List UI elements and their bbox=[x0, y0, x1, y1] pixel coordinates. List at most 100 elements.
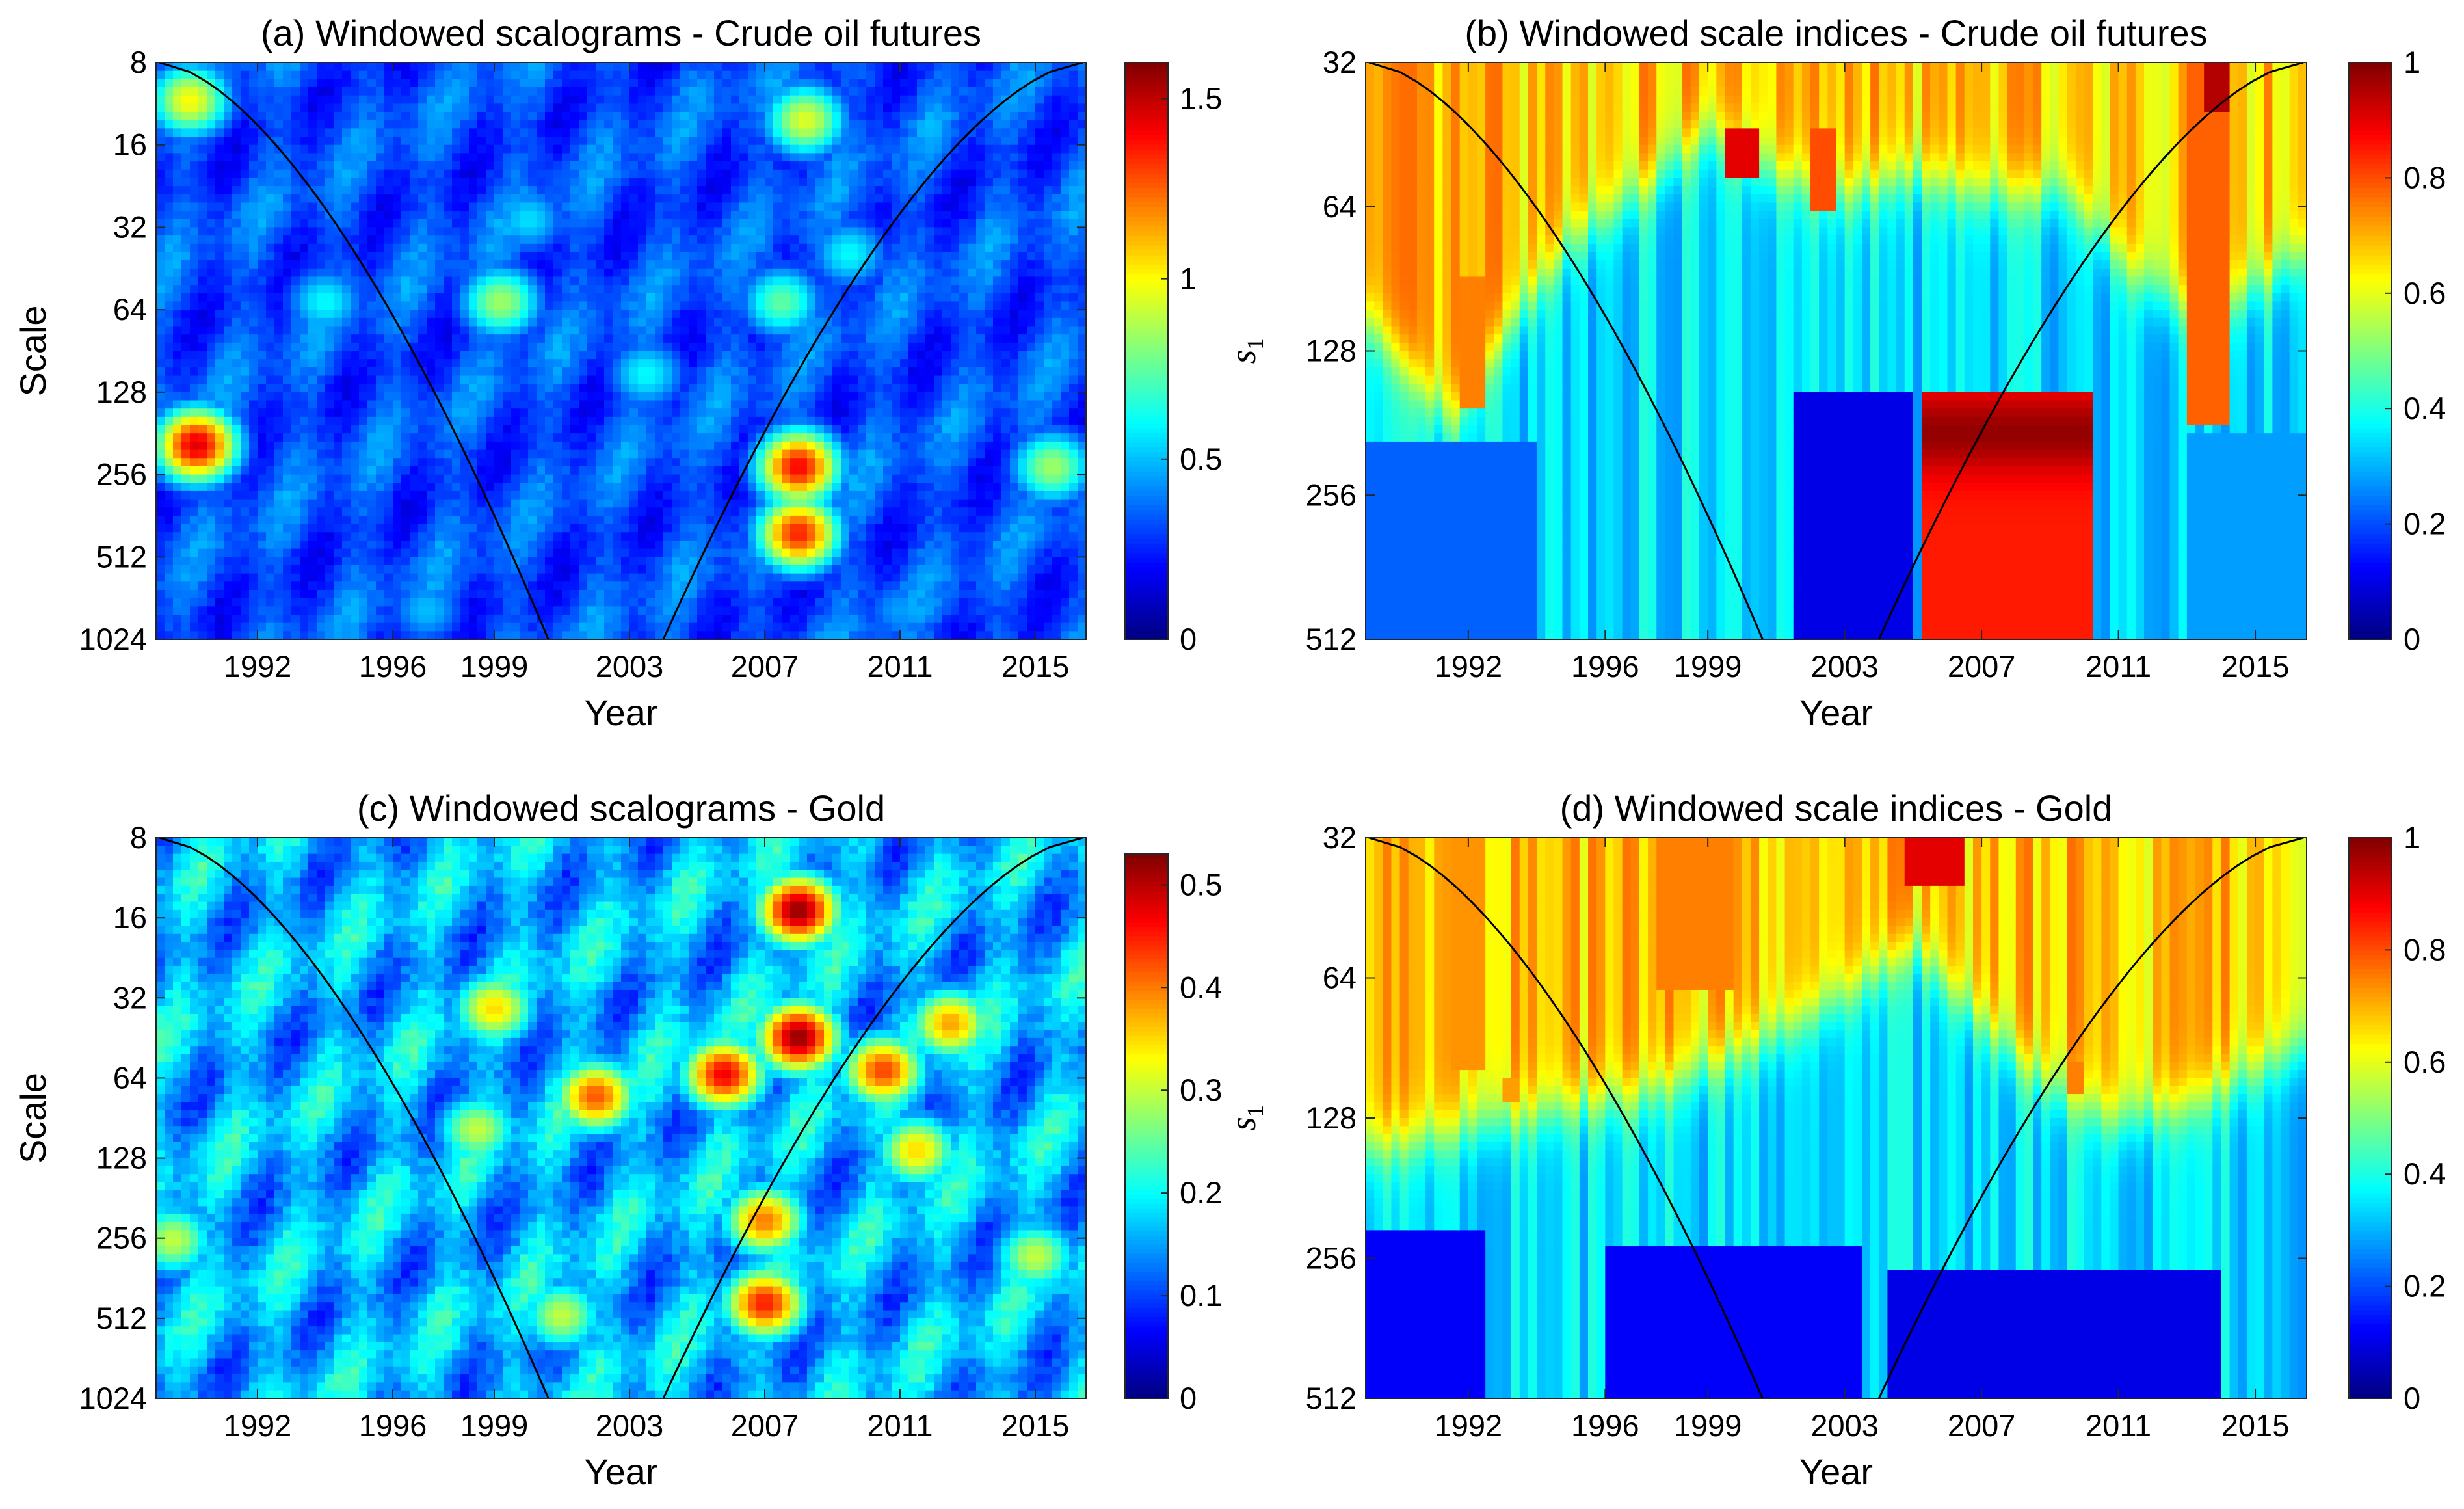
heat-cell bbox=[190, 103, 199, 113]
heat-cell bbox=[621, 268, 630, 278]
heat-cell bbox=[291, 466, 300, 475]
heat-cell bbox=[469, 169, 478, 179]
heat-cell bbox=[613, 581, 622, 591]
heat-cell bbox=[241, 317, 250, 327]
heat-cell bbox=[562, 128, 571, 137]
heat-cell bbox=[342, 490, 351, 500]
heat-cell bbox=[367, 449, 377, 459]
heat-cell bbox=[207, 441, 216, 451]
heat-cell bbox=[266, 112, 275, 121]
heat-cell bbox=[739, 202, 748, 211]
heat-cell bbox=[156, 202, 165, 211]
heat-cell bbox=[731, 252, 740, 261]
heat-cell bbox=[629, 70, 639, 80]
heat-cell bbox=[486, 581, 495, 591]
heat-cell bbox=[156, 342, 165, 352]
heat-cell bbox=[460, 153, 470, 162]
heat-cell bbox=[190, 227, 199, 236]
heat-cell bbox=[587, 268, 596, 278]
heat-cell bbox=[173, 95, 182, 105]
heat-cell bbox=[629, 589, 639, 599]
heat-cell bbox=[629, 408, 639, 418]
heat-cell bbox=[291, 161, 300, 170]
heat-cell bbox=[165, 103, 174, 113]
heat-cell bbox=[562, 532, 571, 541]
heat-cell bbox=[325, 384, 334, 393]
heat-cell bbox=[215, 243, 224, 253]
heat-cell bbox=[452, 144, 461, 154]
heat-cell bbox=[494, 227, 503, 236]
heat-cell bbox=[739, 573, 748, 583]
heat-cell bbox=[334, 359, 343, 368]
heat-cell bbox=[156, 557, 165, 566]
heat-cell bbox=[722, 243, 732, 253]
heat-cell bbox=[545, 416, 554, 426]
heat-cell bbox=[351, 416, 360, 426]
heat-cell bbox=[249, 375, 258, 384]
heat-cell bbox=[427, 276, 436, 286]
heat-cell bbox=[258, 573, 267, 583]
heat-cell bbox=[215, 425, 224, 434]
heat-cell bbox=[435, 227, 444, 236]
heat-cell bbox=[638, 441, 647, 451]
heat-cell bbox=[401, 235, 410, 245]
heat-cell bbox=[731, 384, 740, 393]
heat-cell bbox=[697, 120, 706, 129]
heat-cell bbox=[748, 219, 757, 228]
heat-cell bbox=[494, 384, 503, 393]
heat-cell bbox=[731, 392, 740, 401]
heat-cell bbox=[503, 565, 512, 574]
heat-cell bbox=[334, 384, 343, 393]
heat-cell bbox=[646, 433, 656, 442]
heat-cell bbox=[486, 351, 495, 360]
heat-cell bbox=[486, 194, 495, 204]
heat-cell bbox=[756, 178, 765, 187]
heat-cell bbox=[672, 425, 681, 434]
heat-cell bbox=[317, 144, 326, 154]
heat-cell bbox=[714, 137, 723, 146]
heat-cell bbox=[224, 219, 233, 228]
heat-cell bbox=[325, 317, 334, 327]
heat-cell bbox=[460, 622, 470, 632]
heat-cell bbox=[494, 62, 503, 72]
heat-cell bbox=[198, 548, 207, 558]
heat-cell bbox=[156, 128, 165, 137]
heat-cell bbox=[427, 614, 436, 624]
heat-cell bbox=[663, 425, 672, 434]
heat-cell bbox=[672, 120, 681, 129]
heat-cell bbox=[215, 194, 224, 204]
heat-cell bbox=[274, 375, 284, 384]
heat-cell bbox=[469, 359, 478, 368]
heat-cell bbox=[317, 120, 326, 129]
heat-cell bbox=[697, 276, 706, 286]
heat-cell bbox=[587, 573, 596, 583]
heat-cell bbox=[165, 342, 174, 352]
heat-cell bbox=[418, 211, 427, 220]
heat-cell bbox=[655, 433, 664, 442]
heat-cell bbox=[469, 120, 478, 129]
heat-cell bbox=[553, 425, 563, 434]
heat-cell bbox=[410, 276, 419, 286]
heat-cell bbox=[444, 598, 453, 608]
heat-cell bbox=[545, 186, 554, 195]
heat-cell bbox=[537, 243, 546, 253]
heat-cell bbox=[562, 416, 571, 426]
heat-cell bbox=[731, 285, 740, 294]
heat-cell bbox=[511, 194, 520, 204]
heat-cell bbox=[621, 128, 630, 137]
heat-cell bbox=[266, 103, 275, 113]
heat-cell bbox=[156, 606, 165, 615]
heat-cell bbox=[731, 466, 740, 475]
heat-cell bbox=[266, 144, 275, 154]
heat-cell bbox=[418, 62, 427, 72]
heat-cell bbox=[520, 466, 529, 475]
heat-cell bbox=[714, 70, 723, 80]
heat-cell bbox=[545, 548, 554, 558]
heat-cell bbox=[689, 276, 698, 286]
heat-cell bbox=[342, 367, 351, 377]
heat-cell bbox=[494, 367, 503, 377]
heat-cell bbox=[570, 169, 579, 179]
heat-cell bbox=[706, 622, 715, 632]
heat-cell bbox=[232, 408, 241, 418]
heat-cell bbox=[587, 400, 596, 409]
